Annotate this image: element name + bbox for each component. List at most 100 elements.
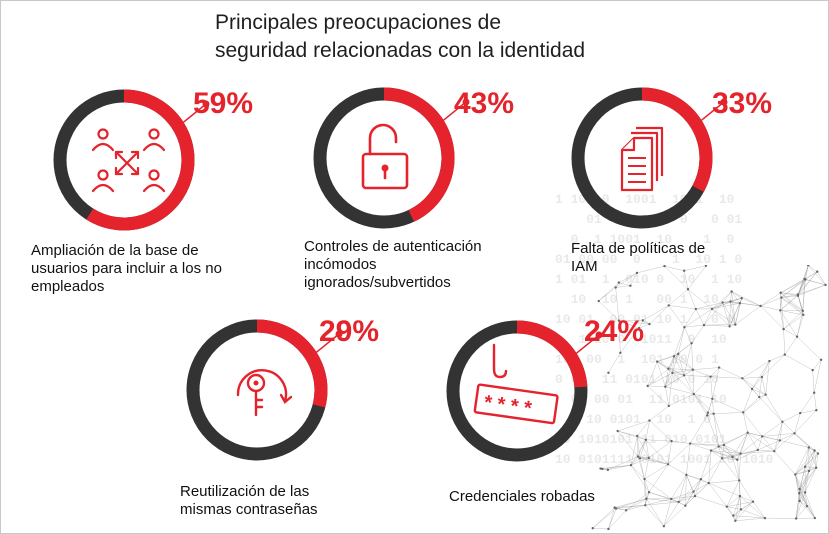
mesh-node bbox=[643, 477, 646, 481]
mesh-link bbox=[779, 440, 809, 448]
mesh-node bbox=[648, 419, 651, 422]
mesh-node bbox=[666, 463, 670, 466]
mesh-node bbox=[798, 499, 801, 503]
mesh-link bbox=[779, 310, 784, 330]
mesh-link bbox=[796, 336, 822, 360]
mesh-link bbox=[743, 412, 763, 437]
mesh-node bbox=[813, 516, 817, 520]
mesh-link bbox=[592, 508, 617, 529]
mesh-node bbox=[635, 271, 639, 275]
mesh-link bbox=[618, 320, 640, 329]
mesh-node bbox=[803, 465, 807, 468]
mesh-link bbox=[761, 360, 770, 378]
donut-chart-1: 59% bbox=[53, 87, 253, 231]
mesh-link bbox=[667, 464, 687, 476]
mesh-link bbox=[722, 458, 738, 460]
mesh-node bbox=[781, 420, 784, 423]
mesh-link bbox=[644, 478, 672, 500]
mesh-link bbox=[799, 492, 806, 502]
donut-value-arc bbox=[641, 87, 713, 192]
caption-5: Credenciales robadas bbox=[449, 488, 639, 506]
mesh-link bbox=[813, 359, 822, 393]
mesh-node bbox=[729, 300, 732, 303]
mesh-link bbox=[657, 356, 675, 362]
donut-leader-line bbox=[576, 334, 600, 354]
mesh-link bbox=[647, 385, 666, 387]
mesh-link bbox=[804, 265, 809, 280]
mesh-link bbox=[707, 415, 719, 447]
donut-chart-4: 29% bbox=[186, 315, 379, 461]
mesh-node bbox=[760, 435, 764, 438]
mesh-link bbox=[687, 265, 707, 290]
mesh-link bbox=[638, 323, 650, 329]
mesh-link bbox=[731, 291, 761, 307]
mesh-link bbox=[817, 271, 826, 286]
mesh-link bbox=[751, 376, 763, 390]
mesh-link bbox=[780, 292, 804, 316]
mesh-link bbox=[713, 413, 719, 447]
mesh-link bbox=[795, 492, 806, 519]
mesh-link bbox=[683, 375, 695, 395]
mesh-link bbox=[685, 482, 709, 506]
mesh-link bbox=[678, 478, 702, 503]
mesh-link bbox=[712, 398, 744, 413]
mesh-node bbox=[599, 467, 602, 470]
mesh-link bbox=[684, 327, 692, 344]
mesh-link bbox=[620, 327, 640, 353]
mesh-node bbox=[711, 397, 714, 401]
mesh-node bbox=[793, 432, 796, 435]
mesh-node bbox=[691, 368, 695, 371]
donut-value-label: 24% bbox=[584, 315, 644, 348]
mesh-link bbox=[684, 324, 705, 328]
mesh-link bbox=[673, 356, 694, 370]
mesh-node bbox=[637, 326, 641, 330]
mesh-link bbox=[741, 298, 761, 307]
mesh-link bbox=[799, 470, 810, 490]
caption-line: Falta de políticas de bbox=[571, 240, 706, 257]
mesh-node bbox=[807, 469, 811, 473]
mesh-link bbox=[677, 353, 685, 376]
mesh-link bbox=[774, 421, 783, 452]
mesh-link bbox=[762, 433, 795, 437]
mesh-link bbox=[708, 482, 740, 497]
mesh-node bbox=[617, 281, 621, 284]
mesh-link bbox=[677, 327, 685, 354]
mesh-node bbox=[667, 404, 671, 408]
mesh-node bbox=[737, 479, 741, 482]
mesh-node bbox=[671, 371, 674, 375]
key-refresh-icon bbox=[236, 369, 293, 417]
mesh-link bbox=[780, 310, 798, 337]
mesh-node bbox=[702, 323, 706, 327]
donut-chart-3: 33% bbox=[571, 87, 772, 229]
mesh-link bbox=[729, 301, 731, 327]
mesh-link bbox=[723, 432, 748, 446]
mesh-link bbox=[722, 302, 730, 327]
mesh-link bbox=[672, 372, 694, 395]
mesh-link bbox=[799, 500, 808, 507]
mesh-node bbox=[717, 366, 721, 369]
mesh-link bbox=[645, 501, 679, 506]
mesh-link bbox=[740, 509, 766, 519]
donut-value-label: 33% bbox=[712, 87, 772, 120]
mesh-node bbox=[730, 290, 733, 293]
mesh-link bbox=[779, 433, 795, 441]
mesh-link bbox=[804, 447, 810, 467]
mesh-link bbox=[664, 265, 689, 290]
mesh-link bbox=[762, 436, 775, 452]
mesh-node bbox=[763, 516, 767, 520]
mesh-link bbox=[765, 394, 783, 422]
mesh-link bbox=[671, 491, 694, 500]
mesh-link bbox=[808, 265, 818, 272]
mesh-node bbox=[798, 492, 801, 495]
mesh-node bbox=[616, 429, 619, 433]
mesh-link bbox=[684, 308, 713, 328]
mesh-node bbox=[798, 487, 801, 491]
mesh-link bbox=[663, 498, 672, 527]
mesh-node bbox=[710, 307, 714, 311]
mesh-link bbox=[671, 474, 687, 500]
mesh-link bbox=[693, 393, 708, 416]
mesh-node bbox=[802, 313, 805, 317]
mesh-link bbox=[686, 474, 701, 480]
mesh-link bbox=[667, 443, 691, 465]
mesh-link bbox=[649, 405, 669, 421]
